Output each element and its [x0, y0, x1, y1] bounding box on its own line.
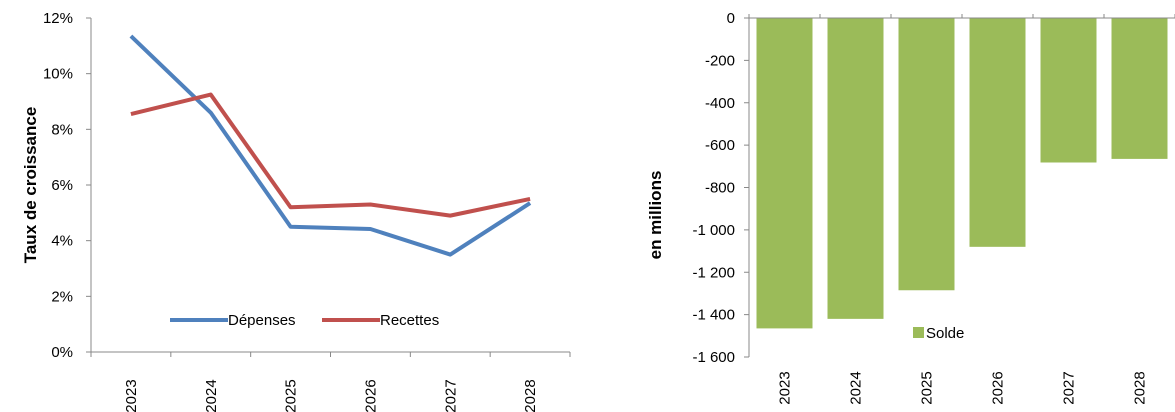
right-x-tick-label: 2023 — [777, 371, 794, 404]
legend-label-solde: Solde — [926, 325, 964, 342]
right-y-tick-label: -800 — [705, 180, 735, 197]
left-legend: Dépenses Recettes — [170, 312, 439, 329]
bar-2024 — [827, 18, 884, 319]
bar-2025 — [898, 18, 955, 291]
right-y-tick-label: -400 — [705, 95, 735, 112]
right-y-tick-label: -1 200 — [692, 264, 735, 281]
left-y-tick-label: 2% — [51, 288, 73, 305]
right-x-tick-label: 2025 — [919, 371, 936, 404]
bar-2027 — [1040, 18, 1097, 163]
growth-rate-chart: Taux de croissance 0% 2% 4% 6% 8% 10% 12% 2023… — [21, 10, 571, 412]
right-y-tick-label: -1 600 — [692, 349, 735, 366]
right-x-tick-label: 2028 — [1132, 371, 1149, 404]
right-y-tick-label: -1 400 — [692, 307, 735, 324]
right-y-tick-label: -200 — [705, 52, 735, 69]
right-y-tick-label: -1 000 — [692, 222, 735, 239]
left-x-tick-label: 2025 — [283, 379, 300, 412]
left-y-tick-label: 8% — [51, 121, 73, 138]
left-x-tick-label: 2023 — [123, 379, 140, 412]
bar-2026 — [969, 18, 1026, 247]
legend-label-recettes: Recettes — [380, 312, 439, 329]
left-y-tick-label: 4% — [51, 233, 73, 250]
left-x-tick-label: 2026 — [362, 379, 379, 412]
left-y-tick-label: 0% — [51, 344, 73, 361]
right-y-axis-label: en millions — [646, 171, 665, 260]
left-y-tick-label: 10% — [43, 66, 73, 83]
series-line-depenses — [129, 34, 532, 257]
left-x-tick-label: 2027 — [442, 379, 459, 412]
left-y-axis-label: Taux de croissance — [21, 107, 40, 264]
bar-2028 — [1111, 18, 1168, 159]
series-line-recettes — [130, 92, 531, 218]
left-x-tick-label: 2024 — [203, 379, 220, 412]
balance-chart: en millions 0 -200 -400 -600 -800 -1 000 -1 20… — [646, 10, 1175, 405]
right-x-tick-label: 2026 — [990, 371, 1007, 404]
right-legend: Solde — [913, 325, 964, 342]
legend-label-depenses: Dépenses — [228, 312, 296, 329]
left-y-tick-label: 6% — [51, 177, 73, 194]
right-y-tick-label: -600 — [705, 137, 735, 154]
right-y-tick-label: 0 — [727, 10, 735, 27]
right-x-tick-label: 2027 — [1061, 371, 1078, 404]
left-y-tick-label: 12% — [43, 10, 73, 27]
right-x-tick-label: 2024 — [848, 371, 865, 404]
left-x-tick-label: 2028 — [522, 379, 539, 412]
bar-2023 — [756, 18, 813, 329]
legend-swatch-solde — [913, 327, 924, 338]
